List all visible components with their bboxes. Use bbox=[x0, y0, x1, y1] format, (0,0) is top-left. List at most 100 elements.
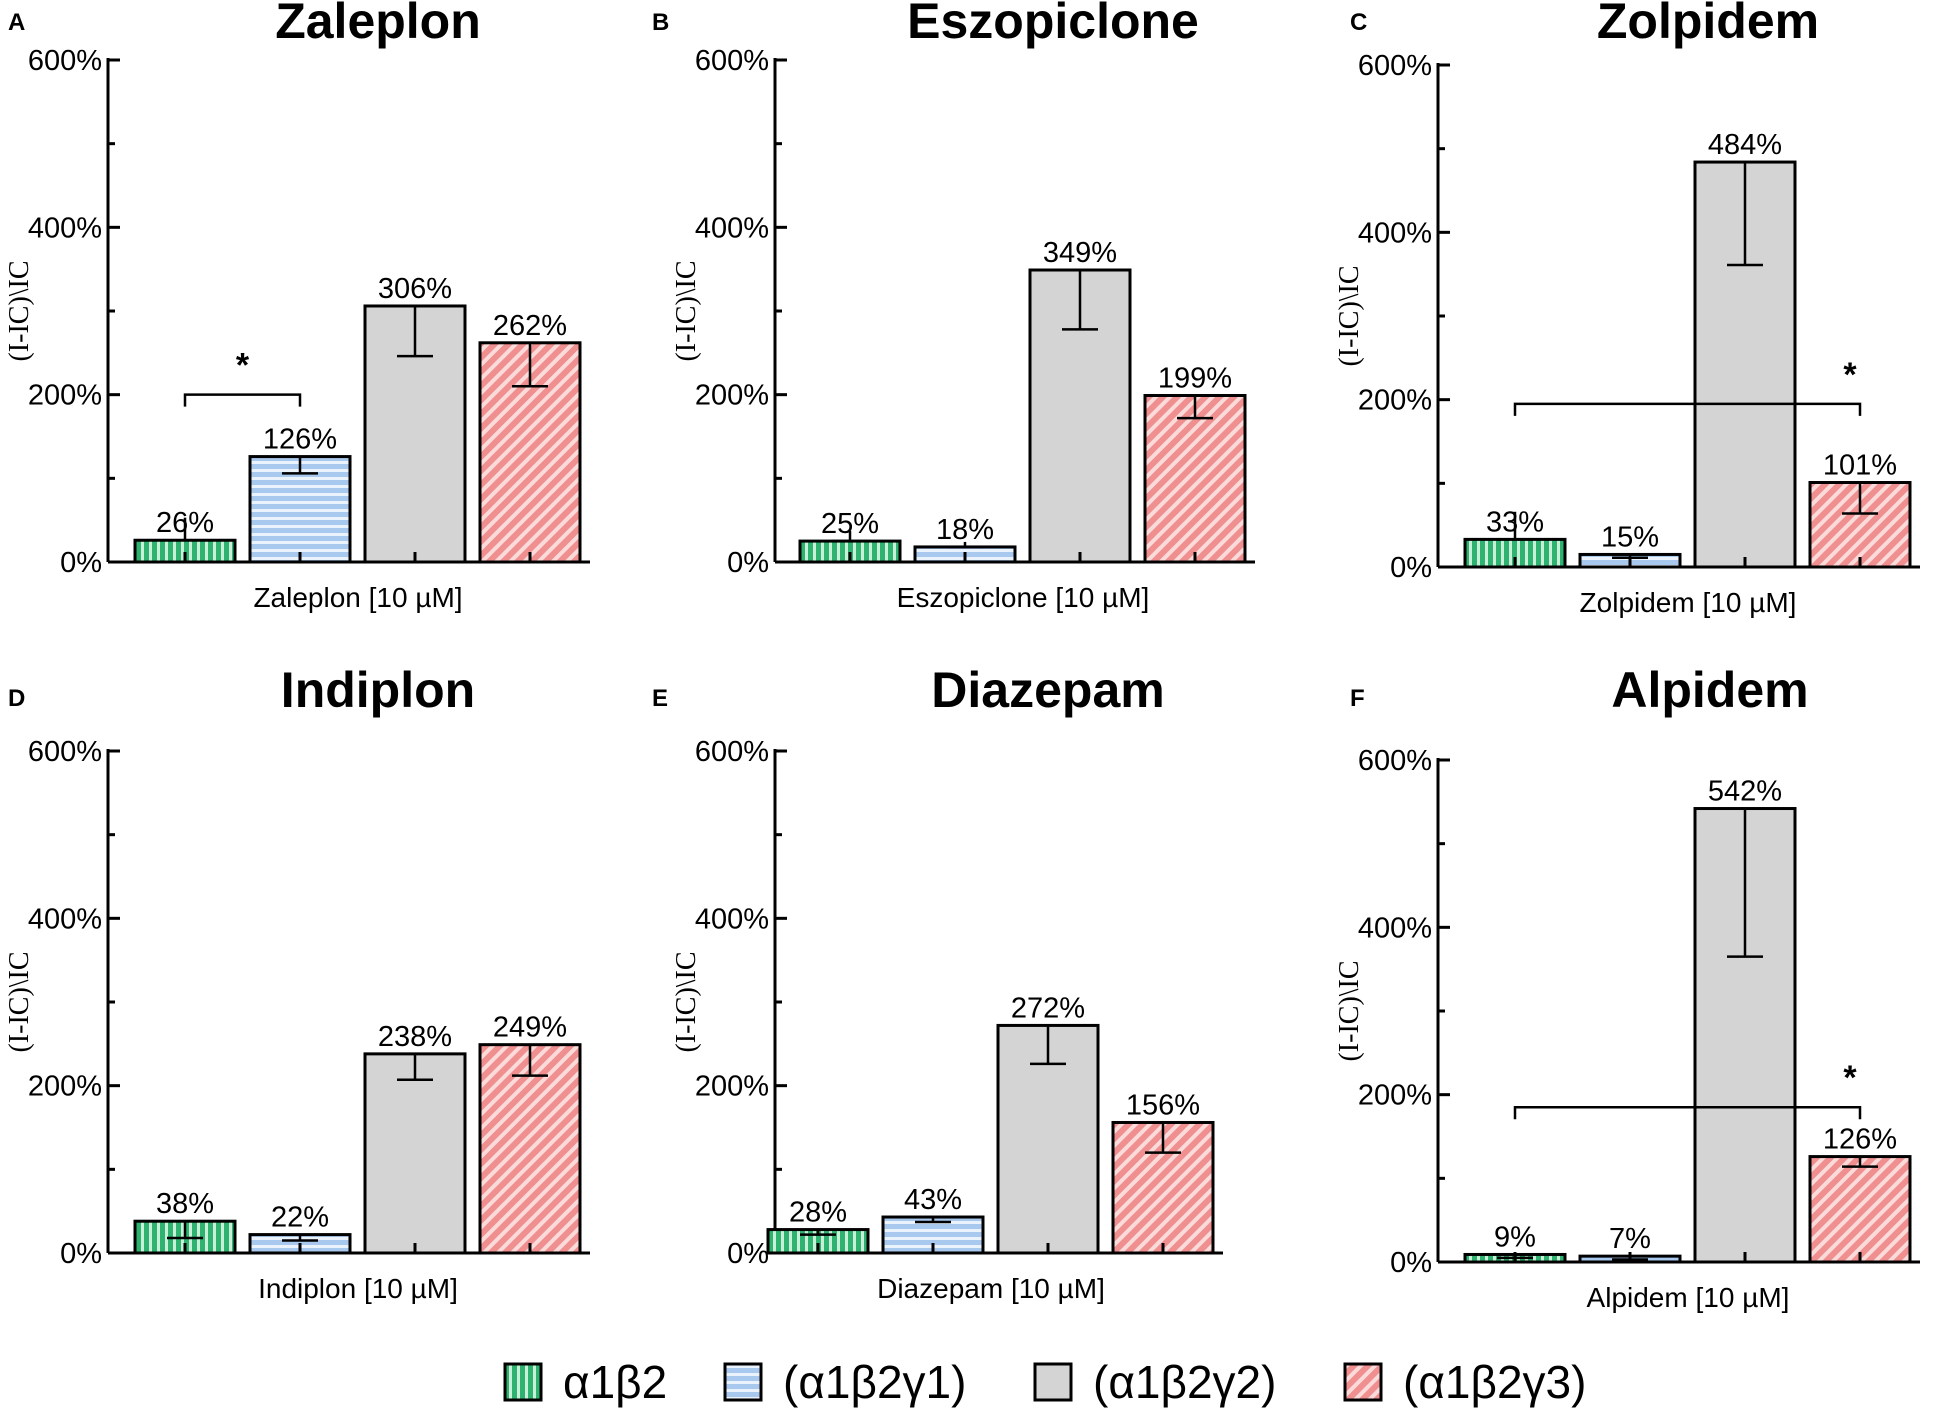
y-axis-label: (I-IC)\IC bbox=[671, 951, 702, 1052]
panel-letter: F bbox=[1350, 685, 1365, 712]
y-axis-label: (I-IC)\IC bbox=[4, 260, 35, 361]
chart-title: Alpidem bbox=[1611, 662, 1808, 718]
chart-panels: A Zaleplon 0% 200% 400% 600% (I-IC)\IC 26% 126% 3… bbox=[4, 0, 1920, 1313]
significance-star: * bbox=[1843, 356, 1857, 394]
y-tick-label: 600% bbox=[695, 45, 769, 77]
error-bar bbox=[800, 1229, 836, 1236]
significance-bracket: * bbox=[183, 347, 302, 407]
y-tick-label: 200% bbox=[28, 380, 102, 412]
significance-star: * bbox=[236, 347, 250, 385]
chart-panel-f: F Alpidem 0% 200% 400% 600% (I-IC)\IC 9% 7% 542% 1… bbox=[1334, 662, 1920, 1313]
data-label: 542% bbox=[1708, 776, 1782, 808]
data-label: 43% bbox=[904, 1184, 962, 1216]
y-tick-label: 600% bbox=[28, 45, 102, 77]
panel-letter: E bbox=[652, 685, 668, 712]
x-axis-label: Alpidem [10 µM] bbox=[1587, 1282, 1790, 1313]
significance-star: * bbox=[1843, 1059, 1857, 1097]
error-bar bbox=[915, 1217, 951, 1224]
legend-swatch bbox=[723, 1362, 763, 1402]
legend-swatch bbox=[503, 1362, 543, 1402]
y-tick-label: 200% bbox=[1358, 1080, 1432, 1112]
bar-4 bbox=[1143, 394, 1247, 564]
x-axis-label: Diazepam [10 µM] bbox=[877, 1273, 1105, 1304]
error-bar bbox=[397, 305, 433, 358]
data-label: 22% bbox=[271, 1202, 329, 1234]
chart-title: Zaleplon bbox=[275, 0, 481, 49]
y-tick-label: 600% bbox=[695, 736, 769, 768]
y-tick-label: 200% bbox=[28, 1071, 102, 1103]
bar-4 bbox=[478, 1043, 582, 1255]
error-bar bbox=[1062, 270, 1098, 331]
data-label: 33% bbox=[1486, 506, 1544, 538]
error-bar bbox=[512, 342, 548, 388]
y-tick-label: 600% bbox=[1358, 50, 1432, 82]
data-label: 249% bbox=[493, 1012, 567, 1044]
error-bar bbox=[167, 517, 203, 542]
chart-title: Indiplon bbox=[281, 662, 475, 718]
y-tick-label: 0% bbox=[727, 1238, 769, 1270]
data-label: 238% bbox=[378, 1021, 452, 1053]
legend-item-1: α1β2 bbox=[503, 1356, 667, 1408]
legend-item-3: (α1β2γ2) bbox=[1033, 1356, 1276, 1408]
chart-panel-a: A Zaleplon 0% 200% 400% 600% (I-IC)\IC 26% 126% 3… bbox=[4, 0, 590, 613]
x-axis-label: Zaleplon [10 µM] bbox=[253, 582, 462, 613]
y-axis-label: (I-IC)\IC bbox=[1334, 960, 1365, 1061]
error-bar bbox=[1842, 1156, 1878, 1168]
error-bar bbox=[1497, 1254, 1533, 1260]
error-bar bbox=[512, 1044, 548, 1077]
panel-letter: C bbox=[1350, 9, 1367, 36]
error-bar bbox=[1497, 511, 1533, 541]
data-label: 7% bbox=[1609, 1223, 1651, 1255]
error-bar bbox=[397, 1053, 433, 1082]
y-axis-label: (I-IC)\IC bbox=[4, 951, 35, 1052]
data-label: 199% bbox=[1158, 363, 1232, 395]
data-label: 9% bbox=[1494, 1221, 1536, 1253]
y-tick-label: 0% bbox=[727, 547, 769, 579]
legend-item-4: (α1β2γ3) bbox=[1343, 1356, 1586, 1408]
chart-panel-b: B Eszopiclone 0% 200% 400% 600% (I-IC)\IC 25% 18… bbox=[652, 0, 1255, 613]
error-bar bbox=[1177, 395, 1213, 420]
significance-bracket: * bbox=[1513, 1059, 1862, 1120]
chart-panel-d: D Indiplon 0% 200% 400% 600% (I-IC)\IC 38% 22% 23… bbox=[4, 662, 590, 1304]
error-bar bbox=[1727, 808, 1763, 958]
error-bar bbox=[1612, 554, 1648, 560]
y-tick-label: 400% bbox=[1358, 912, 1432, 944]
data-label: 126% bbox=[1823, 1124, 1897, 1156]
y-tick-label: 400% bbox=[28, 212, 102, 244]
legend-label: (α1β2γ1) bbox=[783, 1356, 966, 1408]
y-tick-label: 400% bbox=[695, 903, 769, 935]
data-label: 306% bbox=[378, 273, 452, 305]
y-tick-label: 0% bbox=[1390, 1247, 1432, 1279]
x-axis-label: Eszopiclone [10 µM] bbox=[897, 582, 1150, 613]
error-bar bbox=[282, 1234, 318, 1242]
y-tick-label: 0% bbox=[1390, 552, 1432, 584]
error-bar bbox=[1727, 162, 1763, 267]
data-label: 349% bbox=[1043, 237, 1117, 269]
y-tick-label: 400% bbox=[28, 903, 102, 935]
error-bar bbox=[832, 531, 868, 543]
y-tick-label: 200% bbox=[695, 1071, 769, 1103]
y-tick-label: 400% bbox=[695, 212, 769, 244]
y-axis-label: (I-IC)\IC bbox=[671, 260, 702, 361]
chart-title: Diazepam bbox=[931, 662, 1164, 718]
data-label: 101% bbox=[1823, 449, 1897, 481]
chart-title: Zolpidem bbox=[1597, 0, 1819, 49]
data-label: 272% bbox=[1011, 992, 1085, 1024]
panel-letter: B bbox=[652, 9, 669, 36]
y-tick-label: 200% bbox=[1358, 385, 1432, 417]
y-tick-label: 200% bbox=[695, 380, 769, 412]
error-bar bbox=[1145, 1122, 1181, 1154]
data-label: 28% bbox=[789, 1197, 847, 1229]
y-axis-label: (I-IC)\IC bbox=[1334, 265, 1365, 366]
chart-panel-c: C Zolpidem 0% 200% 400% 600% (I-IC)\IC 33% 15% 48… bbox=[1334, 0, 1920, 618]
y-tick-label: 600% bbox=[28, 736, 102, 768]
chart-title: Eszopiclone bbox=[907, 0, 1199, 49]
legend-label: (α1β2γ3) bbox=[1403, 1356, 1586, 1408]
legend-label: α1β2 bbox=[563, 1356, 667, 1408]
legend-swatch bbox=[1033, 1362, 1073, 1402]
data-label: 18% bbox=[936, 514, 994, 546]
legend-label: (α1β2γ2) bbox=[1093, 1356, 1276, 1408]
bar-3 bbox=[363, 1052, 467, 1255]
data-label: 25% bbox=[821, 508, 879, 540]
